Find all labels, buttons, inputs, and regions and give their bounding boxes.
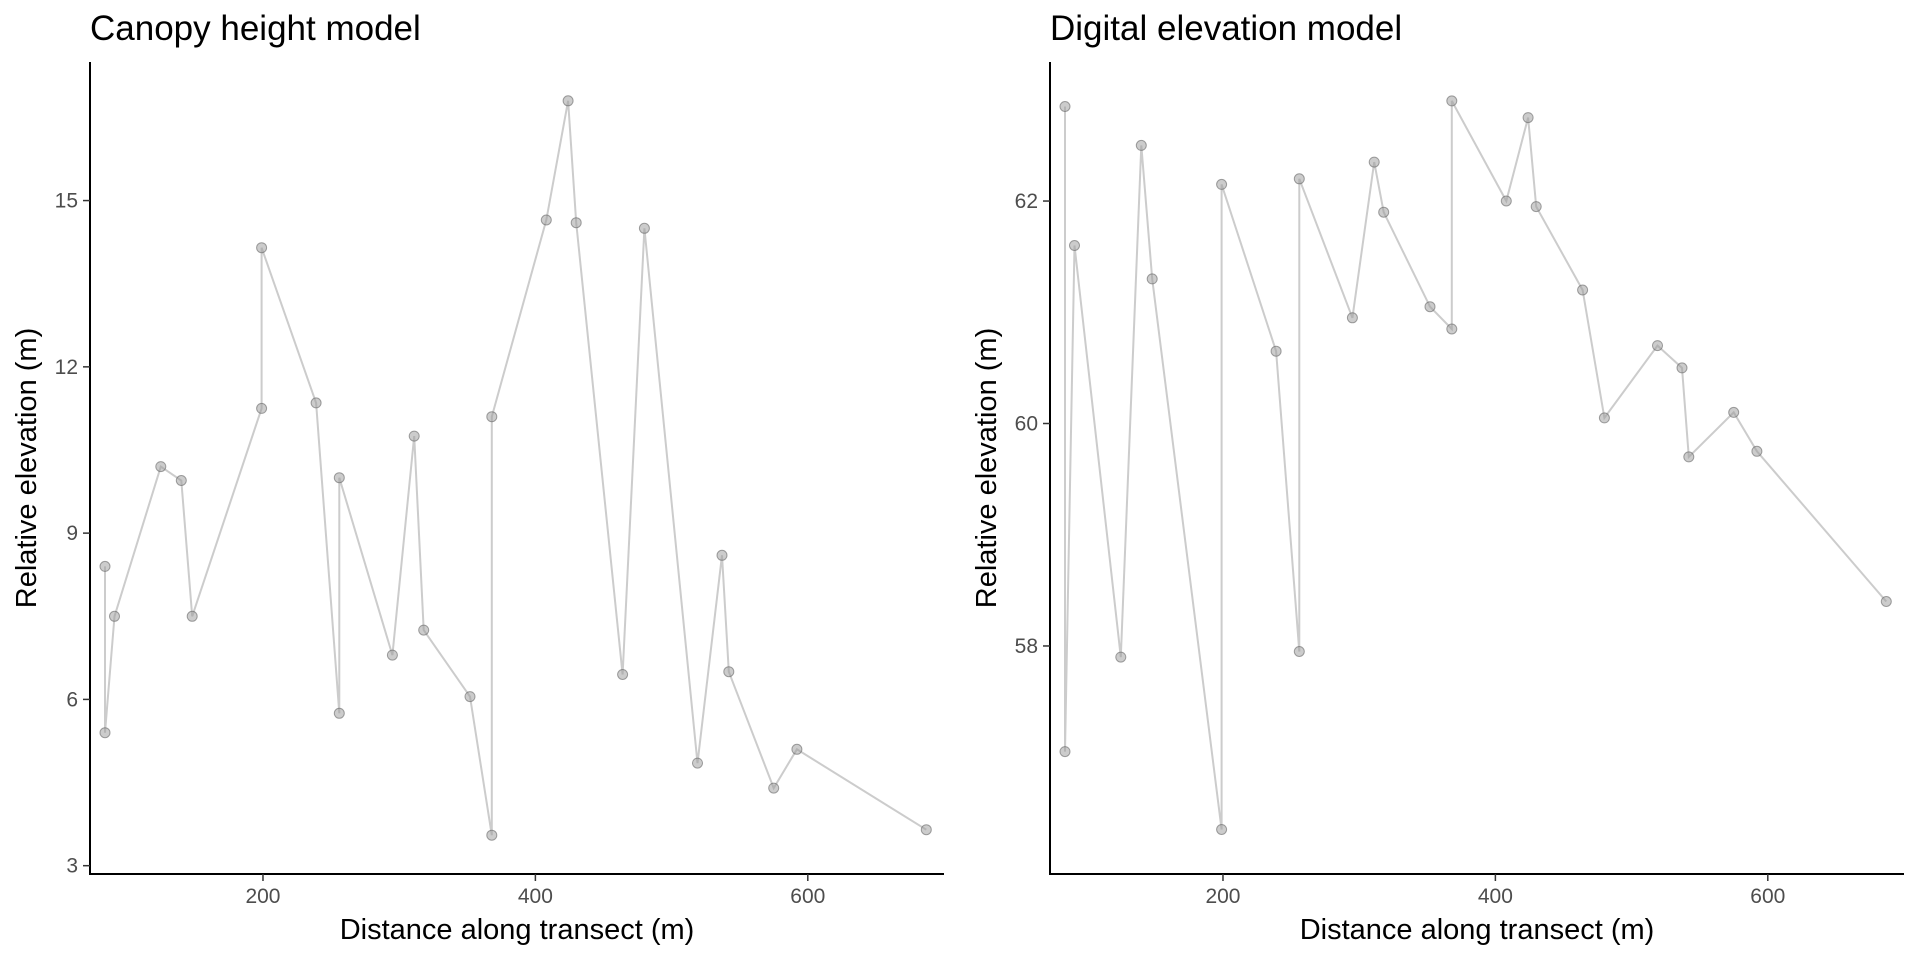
canopy-height-data-point <box>333 707 345 719</box>
digital-elevation-data-point <box>1683 451 1695 463</box>
canopy-height-x-tick-label: 200 <box>245 885 280 908</box>
canopy-height-panel: Canopy height model 3 6 9 12 15 200 400 600 Di… <box>11 9 944 946</box>
canopy-height-data-point <box>540 214 552 226</box>
canopy-height-x-tick-label: 400 <box>518 885 553 908</box>
digital-elevation-data-point <box>1530 201 1542 213</box>
canopy-height-y-tick-label: 6 <box>66 688 78 711</box>
digital-elevation-y-tick-label: 60 <box>1015 413 1038 436</box>
canopy-height-data-point <box>486 829 498 841</box>
digital-elevation-data-point <box>1216 178 1228 190</box>
canopy-height-x-ticks: 200 400 600 <box>245 874 825 908</box>
canopy-height-y-tick-label: 3 <box>66 855 78 878</box>
canopy-height-data-point <box>386 649 398 661</box>
canopy-height-y-tick-label: 15 <box>55 190 78 213</box>
digital-elevation-data-point <box>1115 651 1127 663</box>
canopy-height-x-axis-title: Distance along transect (m) <box>340 914 695 946</box>
canopy-height-title: Canopy height model <box>90 9 421 48</box>
digital-elevation-x-tick-label: 400 <box>1478 885 1513 908</box>
digital-elevation-data-point <box>1522 112 1534 124</box>
canopy-height-series-line <box>104 100 927 836</box>
digital-elevation-data-point <box>1598 412 1610 424</box>
canopy-height-data-point <box>175 475 187 486</box>
canopy-height-data-point <box>99 727 111 739</box>
canopy-height-y-ticks: 3 6 9 12 15 <box>55 190 90 878</box>
digital-elevation-x-tick-label: 200 <box>1205 885 1240 908</box>
canopy-height-data-point <box>617 669 629 680</box>
canopy-height-data-point <box>333 472 345 484</box>
digital-elevation-y-tick-label: 62 <box>1015 190 1038 213</box>
canopy-height-data-point <box>310 397 322 409</box>
canopy-height-data-point <box>186 610 198 622</box>
digital-elevation-data-point <box>1368 156 1380 168</box>
digital-elevation-data-point <box>1652 340 1663 352</box>
canopy-height-data-point <box>256 402 268 414</box>
digital-elevation-data-point <box>1880 596 1892 607</box>
digital-elevation-data-point <box>1146 273 1158 285</box>
canopy-height-x-tick-label: 600 <box>790 885 825 908</box>
digital-elevation-data-point <box>1446 323 1458 335</box>
canopy-height-data-point <box>256 242 268 254</box>
digital-elevation-data-point <box>1059 746 1071 758</box>
digital-elevation-data-point <box>1728 406 1740 418</box>
digital-elevation-panel: Digital elevation model 58 60 62 200 400 600… <box>971 9 1904 946</box>
canopy-height-series-path <box>104 100 927 836</box>
digital-elevation-points <box>1059 95 1892 835</box>
canopy-height-y-axis-title: Relative elevation (m) <box>11 328 43 608</box>
canopy-height-data-point <box>155 461 167 473</box>
digital-elevation-data-point <box>1135 139 1147 151</box>
canopy-height-points <box>99 95 932 841</box>
digital-elevation-series-line <box>1064 100 1888 830</box>
digital-elevation-data-point <box>1577 284 1589 296</box>
digital-elevation-data-point <box>1293 646 1305 657</box>
digital-elevation-data-point <box>1378 206 1390 218</box>
digital-elevation-data-point <box>1751 445 1763 457</box>
digital-elevation-data-point <box>1216 824 1228 835</box>
digital-elevation-data-point <box>1446 95 1458 107</box>
canopy-height-data-point <box>109 610 120 622</box>
digital-elevation-data-point <box>1424 301 1436 313</box>
canopy-height-data-point <box>418 624 430 636</box>
canopy-height-data-point <box>570 217 582 229</box>
canopy-height-y-tick-label: 9 <box>66 522 78 545</box>
digital-elevation-y-ticks: 58 60 62 <box>1015 190 1050 658</box>
digital-elevation-data-point <box>1059 101 1071 112</box>
canopy-height-y-tick-label: 12 <box>55 356 78 379</box>
digital-elevation-series-path <box>1064 100 1888 830</box>
canopy-height-data-point <box>716 549 728 561</box>
digital-elevation-data-point <box>1346 312 1358 324</box>
canopy-height-data-point <box>562 95 574 107</box>
canopy-height-data-point <box>723 666 735 678</box>
canopy-height-data-point <box>99 560 111 572</box>
digital-elevation-data-point <box>1676 362 1688 374</box>
digital-elevation-x-ticks: 200 400 600 <box>1205 874 1785 908</box>
canopy-height-data-point <box>692 757 703 769</box>
canopy-height-data-point <box>638 222 650 234</box>
digital-elevation-data-point <box>1270 345 1282 357</box>
canopy-height-data-point <box>408 430 420 442</box>
digital-elevation-y-axis-title: Relative elevation (m) <box>971 328 1003 608</box>
canopy-height-data-point <box>920 824 932 836</box>
digital-elevation-title: Digital elevation model <box>1050 9 1402 48</box>
digital-elevation-x-tick-label: 600 <box>1750 885 1785 908</box>
digital-elevation-data-point <box>1069 240 1080 251</box>
canopy-height-data-point <box>486 411 498 423</box>
canopy-height-data-point <box>768 782 780 794</box>
digital-elevation-x-axis-title: Distance along transect (m) <box>1300 914 1655 946</box>
canopy-height-data-point <box>791 743 803 755</box>
digital-elevation-y-tick-label: 58 <box>1015 635 1038 658</box>
digital-elevation-data-point <box>1293 173 1305 185</box>
canopy-height-data-point <box>464 691 476 703</box>
digital-elevation-data-point <box>1500 195 1512 207</box>
